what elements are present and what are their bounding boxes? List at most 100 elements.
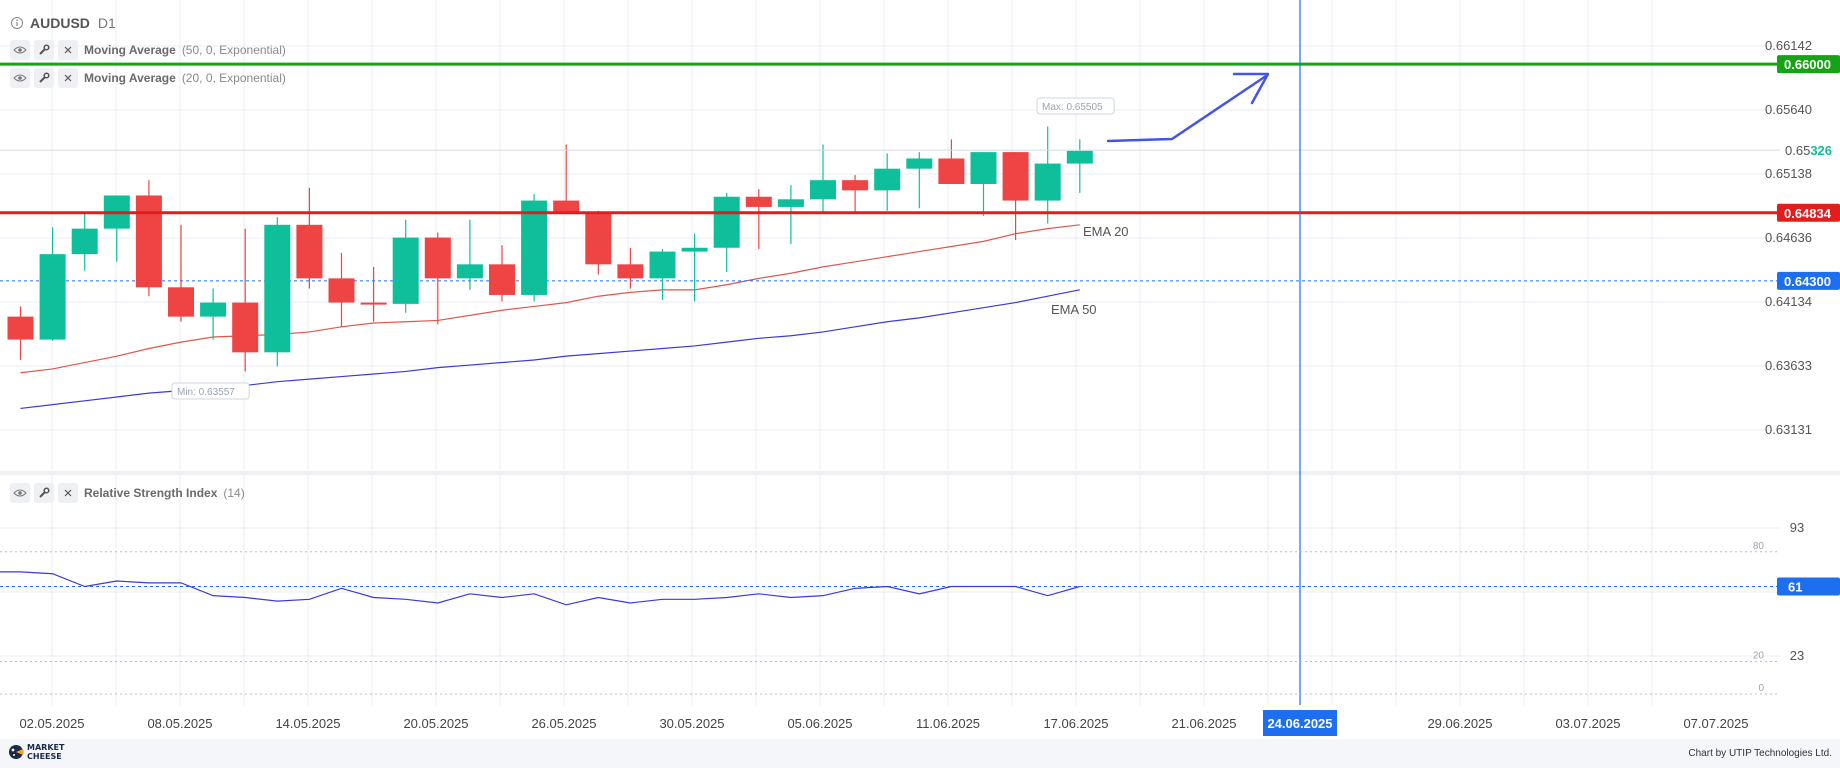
candle-bullish [521, 200, 548, 295]
candle-bearish [1002, 152, 1029, 201]
price-axis-tick: 0.66142 [1765, 38, 1812, 53]
price-axis-tick: 0.65138 [1765, 166, 1812, 181]
candle-bearish [296, 224, 323, 279]
candle-bearish [328, 278, 355, 303]
candle-bearish [938, 158, 965, 184]
rsi-axis-tick: 23 [1790, 648, 1804, 663]
date-axis-tick: 02.05.2025 [19, 716, 84, 731]
candle-bearish [489, 264, 515, 295]
panel-separator [0, 471, 1840, 475]
date-axis-tick: 21.06.2025 [1171, 716, 1236, 731]
date-axis-tick: 14.05.2025 [275, 716, 340, 731]
eye-icon[interactable] [10, 483, 30, 503]
candle-bullish [1034, 163, 1061, 201]
candle-bullish [456, 264, 483, 279]
candle-bullish [713, 196, 740, 248]
date-axis-tick: 29.06.2025 [1427, 716, 1492, 731]
candle-bearish [232, 302, 259, 353]
candle-bearish [360, 302, 387, 305]
rsi-line [0, 571, 1080, 606]
date-axis-tick: 07.07.2025 [1683, 716, 1748, 731]
price-axis-tick: 0.64134 [1765, 294, 1812, 309]
price-axis-tick: 0.63131 [1765, 422, 1812, 437]
close-icon[interactable] [58, 40, 78, 60]
candle-bearish [7, 316, 34, 340]
trend-arrow-head [1232, 72, 1270, 105]
info-icon[interactable] [10, 16, 24, 30]
indicator-name: Relative Strength Index [84, 486, 218, 500]
market-cheese-logo[interactable]: MARKET CHEESE [8, 743, 64, 761]
eye-icon[interactable] [10, 68, 30, 88]
rsi-current-label-box [1777, 577, 1840, 596]
cheese-logo-icon [9, 745, 24, 759]
candle-bullish [649, 251, 676, 279]
close-icon[interactable] [58, 483, 78, 503]
symbol-timeframe: D1 [97, 15, 116, 31]
price-axis-tick: 0.64636 [1765, 230, 1812, 245]
max-price-label: Max: 0.65505 [1042, 102, 1103, 113]
date-axis-tick: 26.05.2025 [531, 716, 596, 731]
candle-bullish [71, 228, 98, 255]
date-axis-tick: 05.06.2025 [787, 716, 852, 731]
candle-bullish [1066, 150, 1093, 164]
indicator-name: Moving Average [84, 43, 176, 57]
logo-line2: CHEESE [27, 752, 62, 761]
vertical-date-label-box [1263, 710, 1337, 736]
candle-bullish [970, 152, 997, 184]
candle-bearish [135, 195, 162, 288]
eye-icon[interactable] [10, 40, 30, 60]
candle-bearish [617, 264, 644, 279]
candle-bullish [200, 302, 227, 317]
candle-bearish [745, 196, 772, 207]
price-axis-tick: 0.63633 [1765, 358, 1812, 373]
current-price-label: 0.65326 [1785, 143, 1832, 158]
indicator-params: (14) [223, 486, 245, 500]
candle-bullish [874, 168, 901, 191]
wrench-icon[interactable] [34, 483, 54, 503]
date-axis-tick: 20.05.2025 [403, 716, 468, 731]
dotted-price-label-box [1777, 271, 1840, 290]
wrench-icon[interactable] [34, 68, 54, 88]
support-price-label: 0.64834 [1784, 206, 1832, 221]
resistance-price-label: 0.66000 [1784, 57, 1831, 72]
wrench-icon[interactable] [34, 40, 54, 60]
credit-text: Chart by UTIP Technologies Ltd. [1688, 748, 1832, 759]
min-price-label: Min: 0.63557 [177, 387, 235, 398]
candle-bearish [585, 213, 612, 265]
symbol-name: AUDUSD [30, 15, 90, 31]
candle-bearish [168, 287, 194, 317]
date-axis-tick: 17.06.2025 [1043, 716, 1108, 731]
indicator-row-ema20: Moving Average (20, 0, Exponential) [10, 68, 286, 88]
indicator-row-rsi: Relative Strength Index (14) [10, 483, 245, 503]
ema20-label: EMA 20 [1083, 224, 1129, 239]
trend-arrow[interactable] [1106, 74, 1268, 143]
ema20-line [20, 224, 1080, 374]
indicator-row-ema50: Moving Average (50, 0, Exponential) [10, 40, 286, 60]
footer-bar: MARKET CHEESE Chart by UTIP Technologies… [0, 739, 1840, 768]
date-axis-tick: 11.06.2025 [916, 716, 980, 731]
candle-bearish [424, 237, 451, 279]
price-chart[interactable]: 0.66142 0.65640 0.65138 0.64636 0.64134 0.636… [0, 0, 1840, 739]
candle-bearish [842, 180, 869, 191]
close-icon[interactable] [58, 68, 78, 88]
logo-line1: MARKET [27, 743, 65, 752]
candle-bullish [264, 224, 291, 353]
vertical-date-label: 24.06.2025 [1267, 716, 1332, 731]
date-axis-tick: 08.05.2025 [147, 716, 212, 731]
symbol-header: AUDUSD D1 [10, 13, 116, 33]
candle-bullish [777, 199, 804, 207]
indicator-name: Moving Average [84, 71, 176, 85]
support-price-label-box [1777, 203, 1840, 222]
chart-background [0, 0, 1840, 739]
rsi-level-label: 20 [1753, 650, 1765, 661]
min-price-label-box [171, 382, 250, 400]
indicator-params: (50, 0, Exponential) [181, 43, 286, 57]
indicator-params: (20, 0, Exponential) [181, 71, 286, 85]
ema50-label: EMA 50 [1051, 302, 1097, 317]
max-price-label-box [1036, 97, 1115, 115]
resistance-price-label-box [1777, 55, 1840, 74]
rsi-current-label: 61 [1788, 580, 1802, 595]
candle-bullish [392, 237, 419, 304]
rsi-level-label: 80 [1753, 541, 1765, 552]
candle-bullish [39, 254, 66, 340]
